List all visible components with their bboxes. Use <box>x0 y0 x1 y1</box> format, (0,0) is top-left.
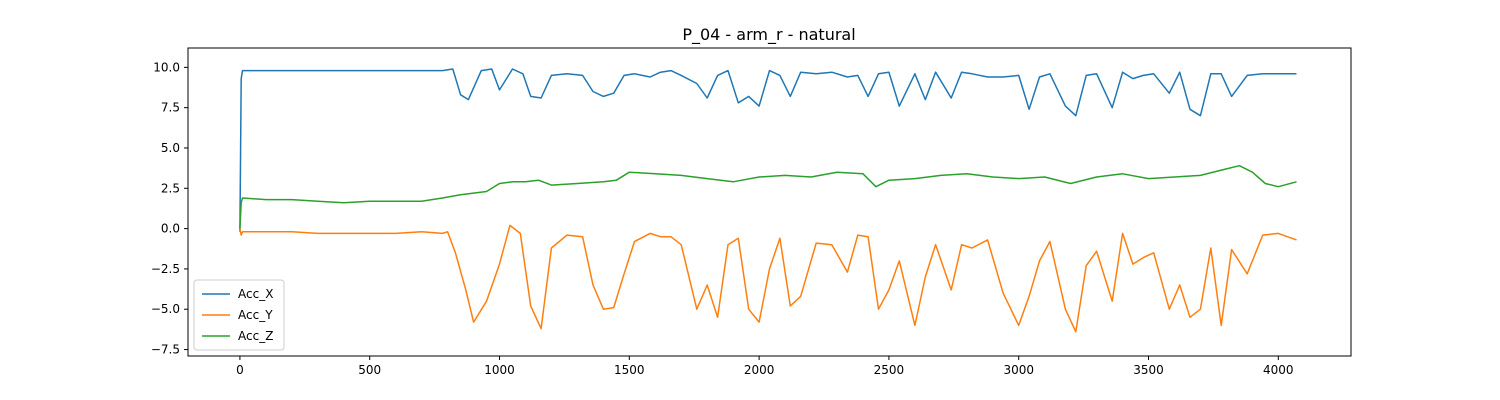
series-line-acc-x <box>239 68 1297 232</box>
x-tick-label: 500 <box>358 363 381 377</box>
x-tick-label: 4000 <box>1263 363 1294 377</box>
y-axis: −7.5 −5.0 −2.5 0.0 2.5 5.0 7.5 10.0 <box>151 60 188 357</box>
x-tick-label: 2500 <box>874 363 905 377</box>
y-tick-label: 0.0 <box>161 222 180 236</box>
legend: Acc_X Acc_Y Acc_Z <box>193 279 285 351</box>
y-tick-label: −5.0 <box>151 302 180 316</box>
legend-label: Acc_Y <box>238 308 273 322</box>
legend-label: Acc_Z <box>238 329 273 343</box>
x-tick-label: 3500 <box>1133 363 1164 377</box>
y-tick-label: 2.5 <box>161 181 180 195</box>
x-tick-label: 3000 <box>1003 363 1034 377</box>
x-tick-label: 2000 <box>744 363 775 377</box>
y-tick-label: −2.5 <box>151 262 180 276</box>
y-tick-label: 10.0 <box>153 60 180 74</box>
y-tick-label: −7.5 <box>151 343 180 357</box>
y-tick-label: 7.5 <box>161 101 180 115</box>
series-line-acc-y <box>239 224 1297 333</box>
y-tick-label: 5.0 <box>161 141 180 155</box>
plot-area-frame <box>187 47 1352 357</box>
x-tick-label: 1500 <box>614 363 645 377</box>
chart-title: P_04 - arm_r - natural <box>682 25 855 45</box>
series-layer <box>239 68 1297 333</box>
legend-label: Acc_X <box>238 287 273 301</box>
x-tick-label: 1000 <box>484 363 515 377</box>
series-line-acc-z <box>239 164 1297 229</box>
x-axis: 0 500 1000 1500 2000 2500 3000 3500 4000 <box>236 356 1294 377</box>
x-tick-label: 0 <box>236 363 244 377</box>
legend-box <box>193 279 285 351</box>
